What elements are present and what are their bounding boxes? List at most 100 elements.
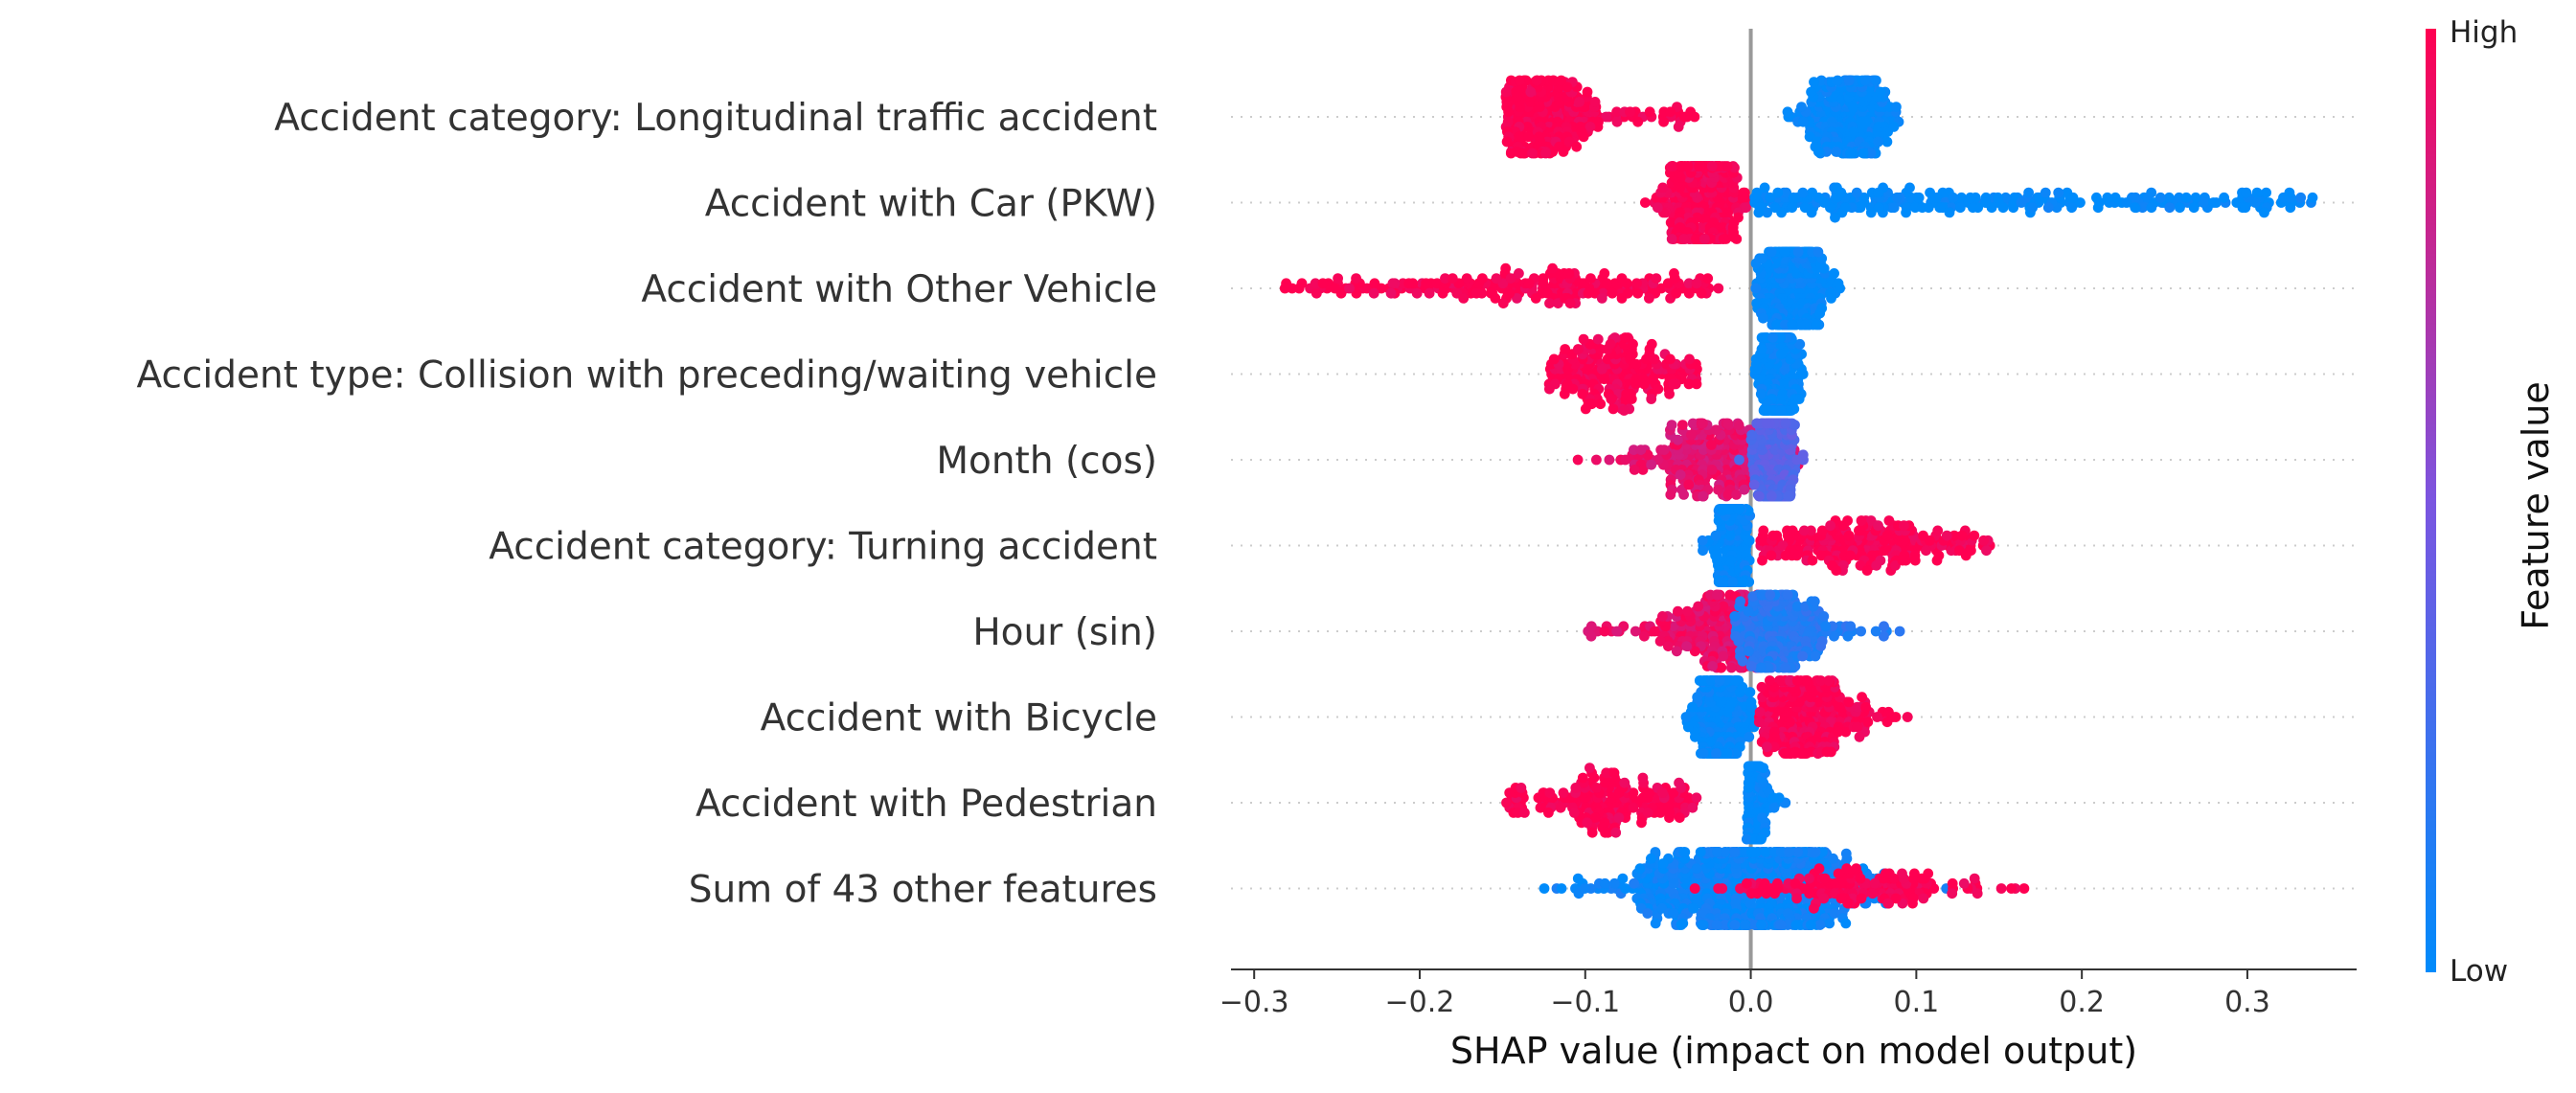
shap-point [1731, 234, 1743, 244]
shap-point [1781, 748, 1792, 759]
shap-point [1780, 319, 1790, 330]
shap-point [1387, 278, 1399, 289]
shap-point [1619, 777, 1630, 788]
shap-point [1865, 148, 1877, 159]
shap-point [1611, 106, 1622, 118]
shap-point [1636, 817, 1647, 829]
shap-point [1797, 369, 1809, 379]
shap-point [1601, 111, 1611, 123]
shap-point [1831, 565, 1842, 576]
shap-point [1727, 577, 1738, 587]
shap-point [1766, 246, 1777, 258]
shap-point [1558, 147, 1569, 157]
shap-point [1843, 530, 1855, 541]
shap-point [2190, 192, 2201, 203]
shap-point [1589, 812, 1601, 823]
shap-point [1806, 86, 1816, 98]
shap-point [1800, 319, 1812, 330]
shap-point [1845, 550, 1856, 561]
shap-point [1635, 444, 1647, 455]
shap-point [1571, 141, 1583, 152]
shap-point [1641, 353, 1652, 365]
shap-point [1782, 589, 1793, 601]
shap-point [1676, 161, 1687, 171]
shap-point [1839, 202, 1851, 214]
shap-point [1755, 662, 1767, 673]
shap-point [1744, 687, 1756, 697]
shap-point [1605, 338, 1616, 350]
shap-point [1739, 484, 1750, 495]
shap-point [1613, 812, 1625, 823]
shap-point [1657, 787, 1668, 798]
shap-point [1949, 530, 1960, 541]
shap-point [1541, 287, 1553, 299]
shap-point [1680, 712, 1692, 722]
shap-point [1690, 731, 1700, 742]
shap-point [1755, 535, 1767, 546]
shap-point [1891, 192, 1903, 203]
shap-point [1681, 641, 1692, 651]
shap-point [2008, 202, 2019, 214]
shap-point [1780, 662, 1790, 673]
shap-point [1785, 675, 1795, 686]
shap-point [1713, 484, 1723, 495]
shap-point [1917, 202, 1927, 214]
shap-point [1514, 268, 1524, 279]
shap-point [1718, 234, 1729, 244]
shap-point [1678, 234, 1690, 244]
shap-point [1932, 525, 1944, 536]
shap-point [1663, 641, 1674, 651]
shap-point [1843, 75, 1855, 86]
shap-point [1698, 490, 1708, 502]
shap-point [1792, 246, 1804, 258]
shap-point [1815, 675, 1826, 686]
shap-point [1757, 253, 1767, 264]
shap-point [1470, 287, 1482, 299]
shap-point [1734, 454, 1744, 466]
shap-point [1796, 748, 1808, 759]
shap-point [1548, 353, 1560, 365]
shap-point [1518, 148, 1529, 159]
shap-point [1883, 706, 1894, 717]
shap-point [1556, 75, 1567, 86]
shap-point [1589, 97, 1601, 107]
shap-point [1797, 187, 1809, 198]
shap-point [2295, 192, 2307, 203]
shap-point [1585, 630, 1597, 642]
shap-point [1691, 378, 1702, 390]
shap-point [1691, 792, 1702, 804]
shap-point [1799, 202, 1811, 214]
shap-point [1658, 116, 1669, 127]
shap-point [1965, 192, 1976, 203]
shap-point [1810, 650, 1821, 662]
shap-point [1783, 490, 1794, 502]
shap-point [1718, 601, 1729, 612]
shap-point [1931, 555, 1943, 566]
shap-point [2109, 192, 2121, 203]
shap-point [1698, 675, 1709, 686]
shap-point [1667, 161, 1678, 171]
shap-point [1780, 550, 1791, 561]
shap-point [1620, 454, 1630, 466]
shap-point [1746, 429, 1758, 441]
shap-point [1563, 136, 1575, 148]
shap-point [1697, 535, 1708, 546]
shap-point [1796, 102, 1807, 112]
shap-point [1706, 675, 1717, 686]
shap-point [1843, 696, 1855, 708]
shap-point [2241, 187, 2252, 198]
shap-point [1625, 106, 1635, 118]
shap-point [2121, 197, 2132, 208]
shap-point [1673, 605, 1683, 617]
shap-point [1871, 75, 1881, 86]
shap-point [1858, 192, 1870, 203]
shap-point [2180, 192, 2192, 203]
shap-point [1756, 344, 1767, 354]
shap-point [1815, 641, 1827, 651]
shap-point [1948, 192, 1959, 203]
shap-point [1956, 530, 1968, 541]
shap-point [1854, 731, 1865, 742]
shap-point [1763, 662, 1773, 673]
shap-point [1741, 202, 1751, 214]
